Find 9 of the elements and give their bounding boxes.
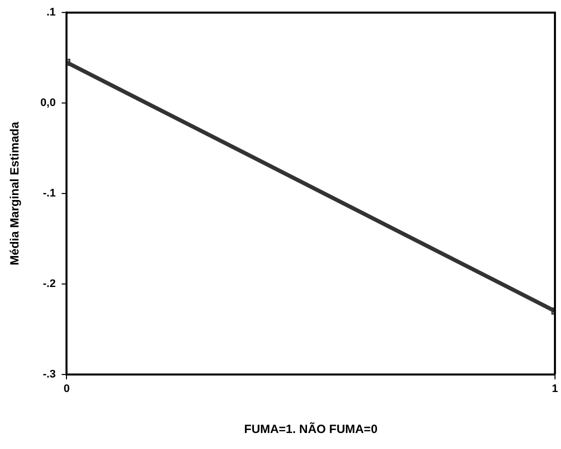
- x-tick-label: 1: [552, 383, 558, 396]
- y-tick-label: .1: [46, 6, 56, 19]
- y-tick-label: -.1: [42, 188, 56, 200]
- y-tick-label: -.2: [42, 278, 56, 290]
- x-axis-title: FUMA=1. NÃO FUMA=0: [244, 422, 378, 436]
- y-axis-title: Média Marginal Estimada: [8, 121, 22, 266]
- y-tick-label: 0,0: [40, 97, 56, 110]
- y-tick-label: -.3: [42, 368, 56, 380]
- x-tick-label: 0: [64, 383, 70, 396]
